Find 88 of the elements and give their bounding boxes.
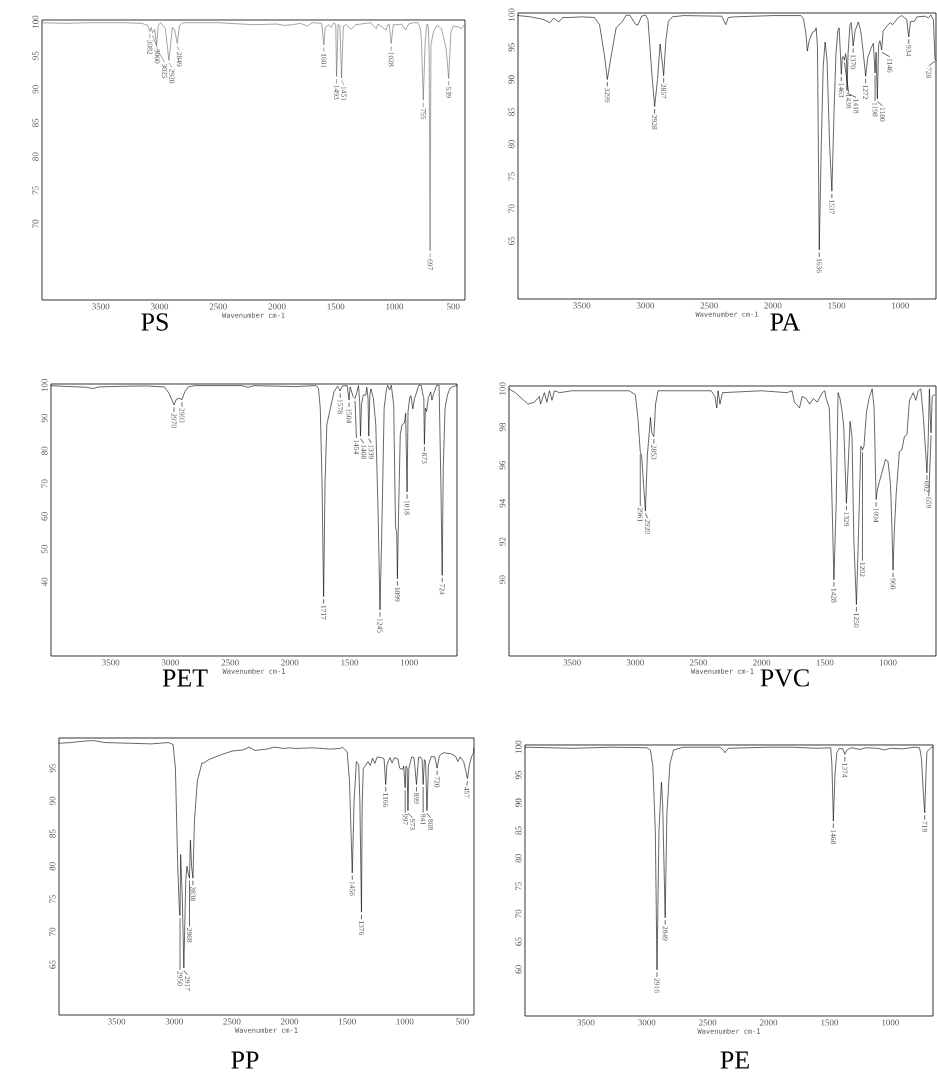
y-tick-label: 75 [49,894,56,903]
x-tick-label: 1000 [882,1019,899,1026]
y-tick-label: 94 [499,499,506,508]
y-tick-label: 100 [32,15,39,28]
x-tick-label: 1500 [327,303,345,310]
text: PET [162,669,208,687]
x-tick-label: 1000 [401,659,418,666]
y-tick-label: 85 [515,826,522,835]
y-tick-label: 75 [508,172,515,181]
x-tick-label: 1500 [821,1019,839,1026]
y-tick-label: 80 [515,854,522,863]
y-tick-label: 65 [49,960,56,969]
x-tick-label: 500 [456,1018,469,1025]
y-tick-label: 90 [41,413,48,423]
x-tick-label: 500 [447,303,460,310]
x-tick-label: 2000 [753,659,771,666]
x-tick-label: 1000 [386,303,404,310]
y-tick-label: 96 [499,460,506,470]
x-tick-label: 1500 [828,302,846,309]
x-tick-label: 3000 [636,302,655,309]
y-tick-label: 90 [49,796,56,806]
y-tick-label: 70 [41,479,48,488]
x-tick-label: 2000 [281,659,299,666]
x-tick-label: 3000 [150,303,169,310]
y-tick-label: 50 [41,545,48,554]
x-tick-label: 1500 [339,1018,356,1025]
text: PE [720,1051,749,1069]
y-tick-label: 60 [515,965,522,974]
y-tick-label: 85 [49,829,56,838]
x-tick-label: 3500 [108,1018,126,1025]
x-tick-label: 3500 [577,1019,595,1026]
text: PVC [760,669,809,687]
y-tick-label: 90 [508,75,515,84]
text: PS [141,313,168,331]
x-tick-label: 2500 [209,303,227,310]
y-tick-label: 80 [41,446,48,455]
x-tick-label: 1000 [879,659,897,666]
x-tick-label: 1500 [341,659,359,666]
x-tick-label: 2000 [268,303,286,310]
x-tick-label: 3500 [102,659,120,666]
x-tick-label: 1500 [816,659,834,666]
y-tick-label: 98 [499,422,506,432]
y-tick-label: 85 [508,107,515,116]
y-tick-label: 95 [515,770,522,780]
y-tick-label: 90 [32,85,39,94]
y-tick-label: 70 [508,204,515,213]
y-tick-label: 100 [508,8,515,21]
y-tick-label: 90 [515,798,522,807]
x-tick-label: 3500 [92,303,110,310]
text: PA [770,313,801,331]
x-tick-label: 3000 [638,1019,656,1026]
x-tick-label: 2000 [760,1019,778,1026]
y-tick-label: 100 [41,378,48,392]
x-tick-label: 2000 [764,302,782,309]
x-tick-label: 3000 [626,659,644,666]
y-tick-label: 80 [32,152,39,161]
y-tick-label: 90 [499,575,506,584]
x-tick-label: 3500 [563,659,581,666]
x-tick-label: 2500 [223,1018,241,1025]
y-tick-label: 100 [515,740,522,754]
y-tick-label: 75 [32,186,39,195]
y-tick-label: 100 [499,382,506,395]
y-tick-label: 70 [49,927,56,936]
y-tick-label: 95 [32,51,39,60]
x-tick-label: 3000 [165,1018,183,1025]
x-tick-label: 2500 [699,1019,717,1026]
text: PP [231,1051,259,1069]
y-tick-label: 80 [508,139,515,149]
y-tick-label: 92 [499,537,506,546]
y-tick-label: 60 [41,512,48,521]
y-tick-label: 95 [49,763,56,773]
x-tick-label: 3500 [573,302,591,309]
x-tick-label: 2000 [280,1018,299,1025]
y-tick-label: 65 [508,236,515,245]
y-tick-label: 95 [508,43,515,52]
y-tick-label: 70 [32,219,39,228]
y-tick-label: 75 [515,881,522,890]
x-tick-label: 1000 [892,302,909,309]
y-tick-label: 70 [515,909,522,918]
x-tick-label: 1000 [396,1018,414,1025]
y-tick-label: 85 [32,118,39,128]
x-tick-label: 3000 [161,659,180,666]
x-tick-label: 2500 [689,659,708,666]
y-tick-label: 80 [49,862,56,871]
y-tick-label: 65 [515,937,522,946]
x-tick-label: 2500 [700,302,718,309]
x-tick-label: 2500 [221,659,239,666]
y-tick-label: 40 [41,577,48,587]
